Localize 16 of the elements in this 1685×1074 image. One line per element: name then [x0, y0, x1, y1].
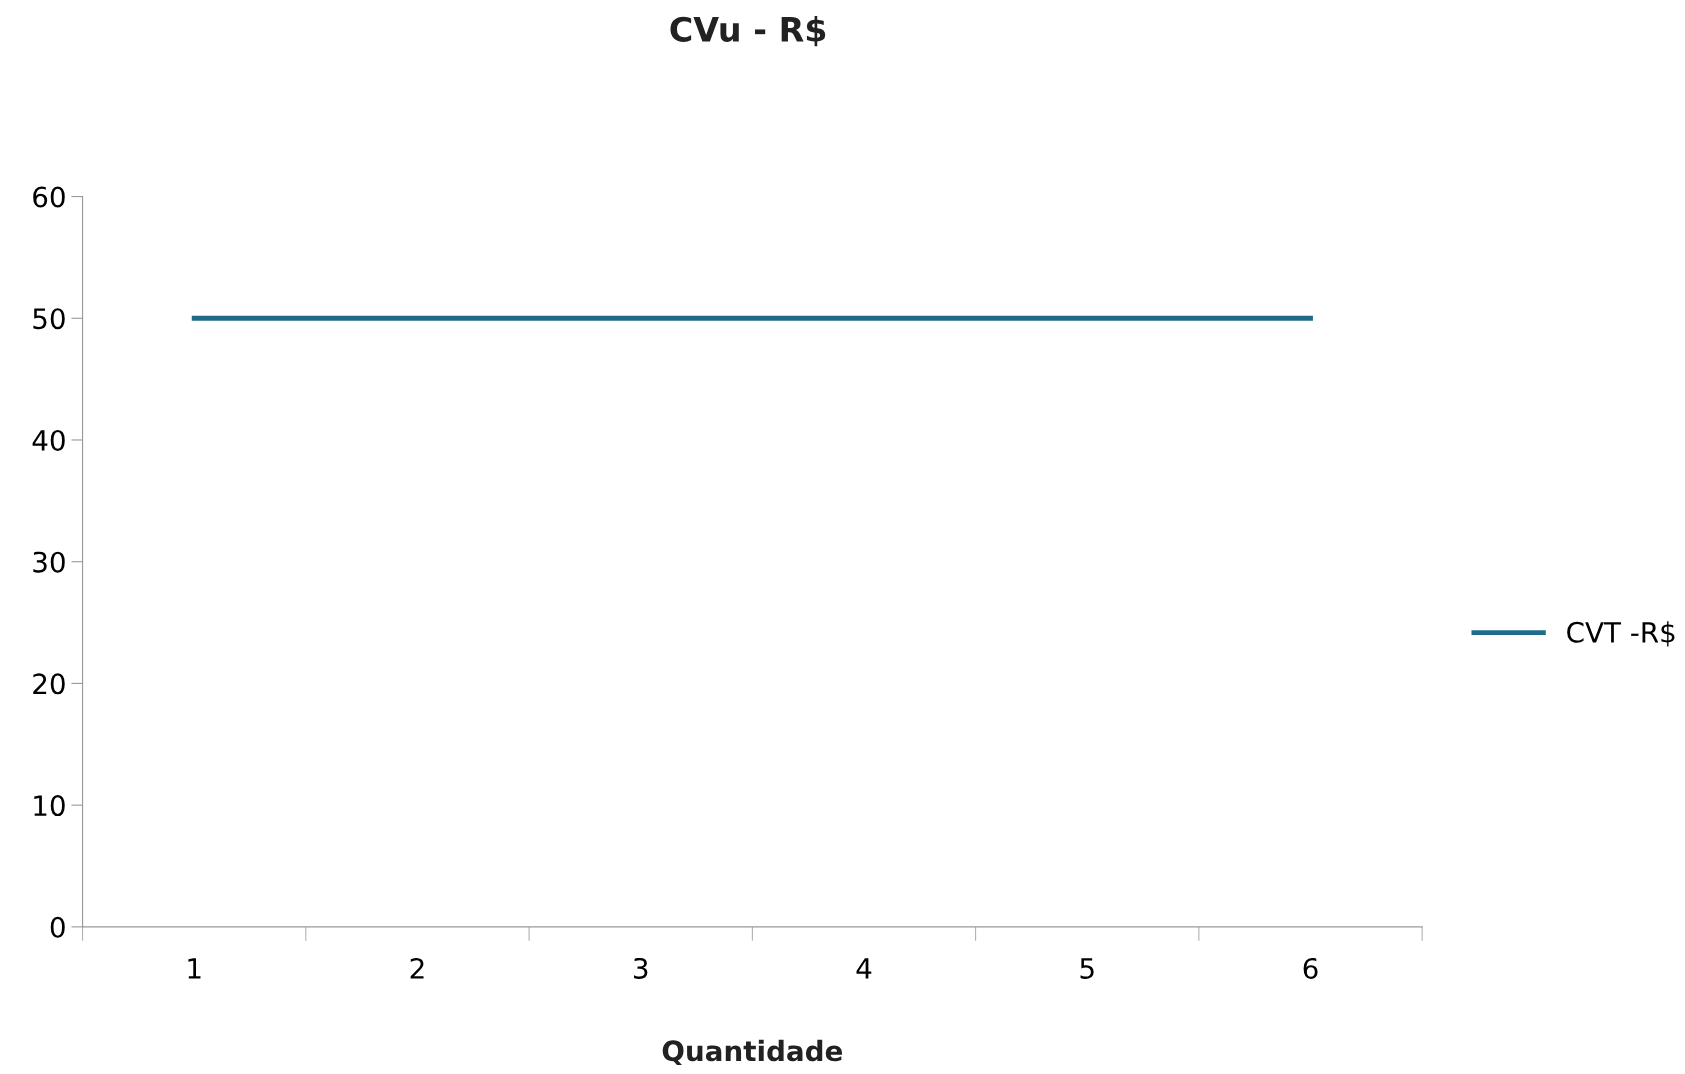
x-tick-label: 5 — [1080, 958, 1094, 979]
y-tick-label: 20 — [33, 673, 65, 695]
y-tick-label: 50 — [33, 308, 65, 330]
x-tick-label: 6 — [1303, 957, 1318, 979]
y-tick-label: 10 — [34, 795, 65, 817]
legend-label: CVT -R$ — [1567, 621, 1675, 647]
y-tick-label: 30 — [33, 551, 65, 573]
x-tick-label: 1 — [188, 958, 201, 979]
x-axis-title: Quantidade — [662, 1039, 843, 1066]
x-tick-label: 4 — [856, 958, 872, 979]
x-tick-label: 3 — [634, 957, 648, 979]
y-tick-label: 40 — [32, 429, 65, 451]
y-tick-label: 60 — [33, 186, 65, 208]
x-tick-label: 2 — [410, 957, 424, 979]
chart-title: CVu - R$ — [670, 16, 826, 47]
y-tick-label: 0 — [50, 916, 65, 938]
